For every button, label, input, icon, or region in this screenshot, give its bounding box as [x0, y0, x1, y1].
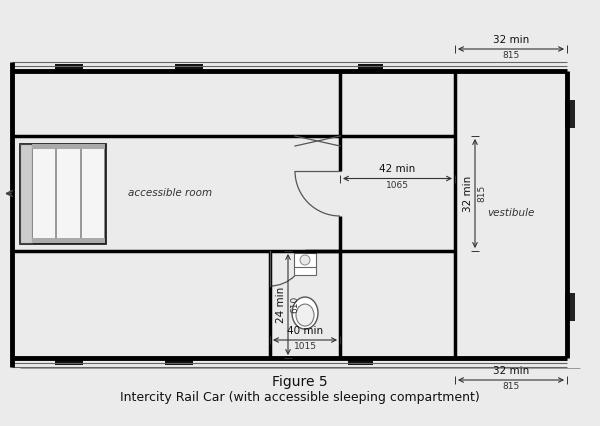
Bar — [80, 148, 104, 239]
Circle shape — [300, 255, 310, 265]
Bar — [348, 357, 373, 365]
Bar — [55, 357, 83, 365]
Text: 32 min: 32 min — [463, 176, 473, 212]
Bar — [565, 100, 575, 128]
Bar — [20, 144, 32, 243]
Text: 815: 815 — [477, 185, 486, 202]
Text: accessible room: accessible room — [128, 188, 212, 199]
Text: 24 min: 24 min — [276, 286, 286, 322]
Text: 610: 610 — [290, 296, 299, 313]
Bar — [32, 144, 105, 149]
Bar — [565, 293, 575, 321]
Text: 1015: 1015 — [293, 342, 317, 351]
Text: Intercity Rail Car (with accessible sleeping compartment): Intercity Rail Car (with accessible slee… — [120, 391, 480, 405]
Bar — [294, 253, 316, 267]
Bar — [165, 357, 193, 365]
Text: Figure 5: Figure 5 — [272, 375, 328, 389]
Bar — [20, 144, 105, 243]
Bar — [20, 144, 32, 243]
Bar — [32, 238, 105, 243]
Text: 32 min: 32 min — [493, 366, 529, 376]
Bar — [294, 265, 316, 275]
Bar — [175, 64, 203, 72]
Bar — [358, 64, 383, 72]
Bar — [55, 64, 83, 72]
Bar — [32, 148, 55, 239]
Text: 1065: 1065 — [386, 181, 409, 190]
Bar — [56, 148, 80, 239]
Text: 32 min: 32 min — [493, 35, 529, 45]
Text: 815: 815 — [502, 382, 520, 391]
Text: 40 min: 40 min — [287, 326, 323, 336]
Text: 42 min: 42 min — [379, 164, 416, 175]
Ellipse shape — [292, 297, 318, 329]
Ellipse shape — [296, 304, 314, 326]
Text: 815: 815 — [502, 51, 520, 60]
Text: vestibule: vestibule — [487, 208, 535, 219]
